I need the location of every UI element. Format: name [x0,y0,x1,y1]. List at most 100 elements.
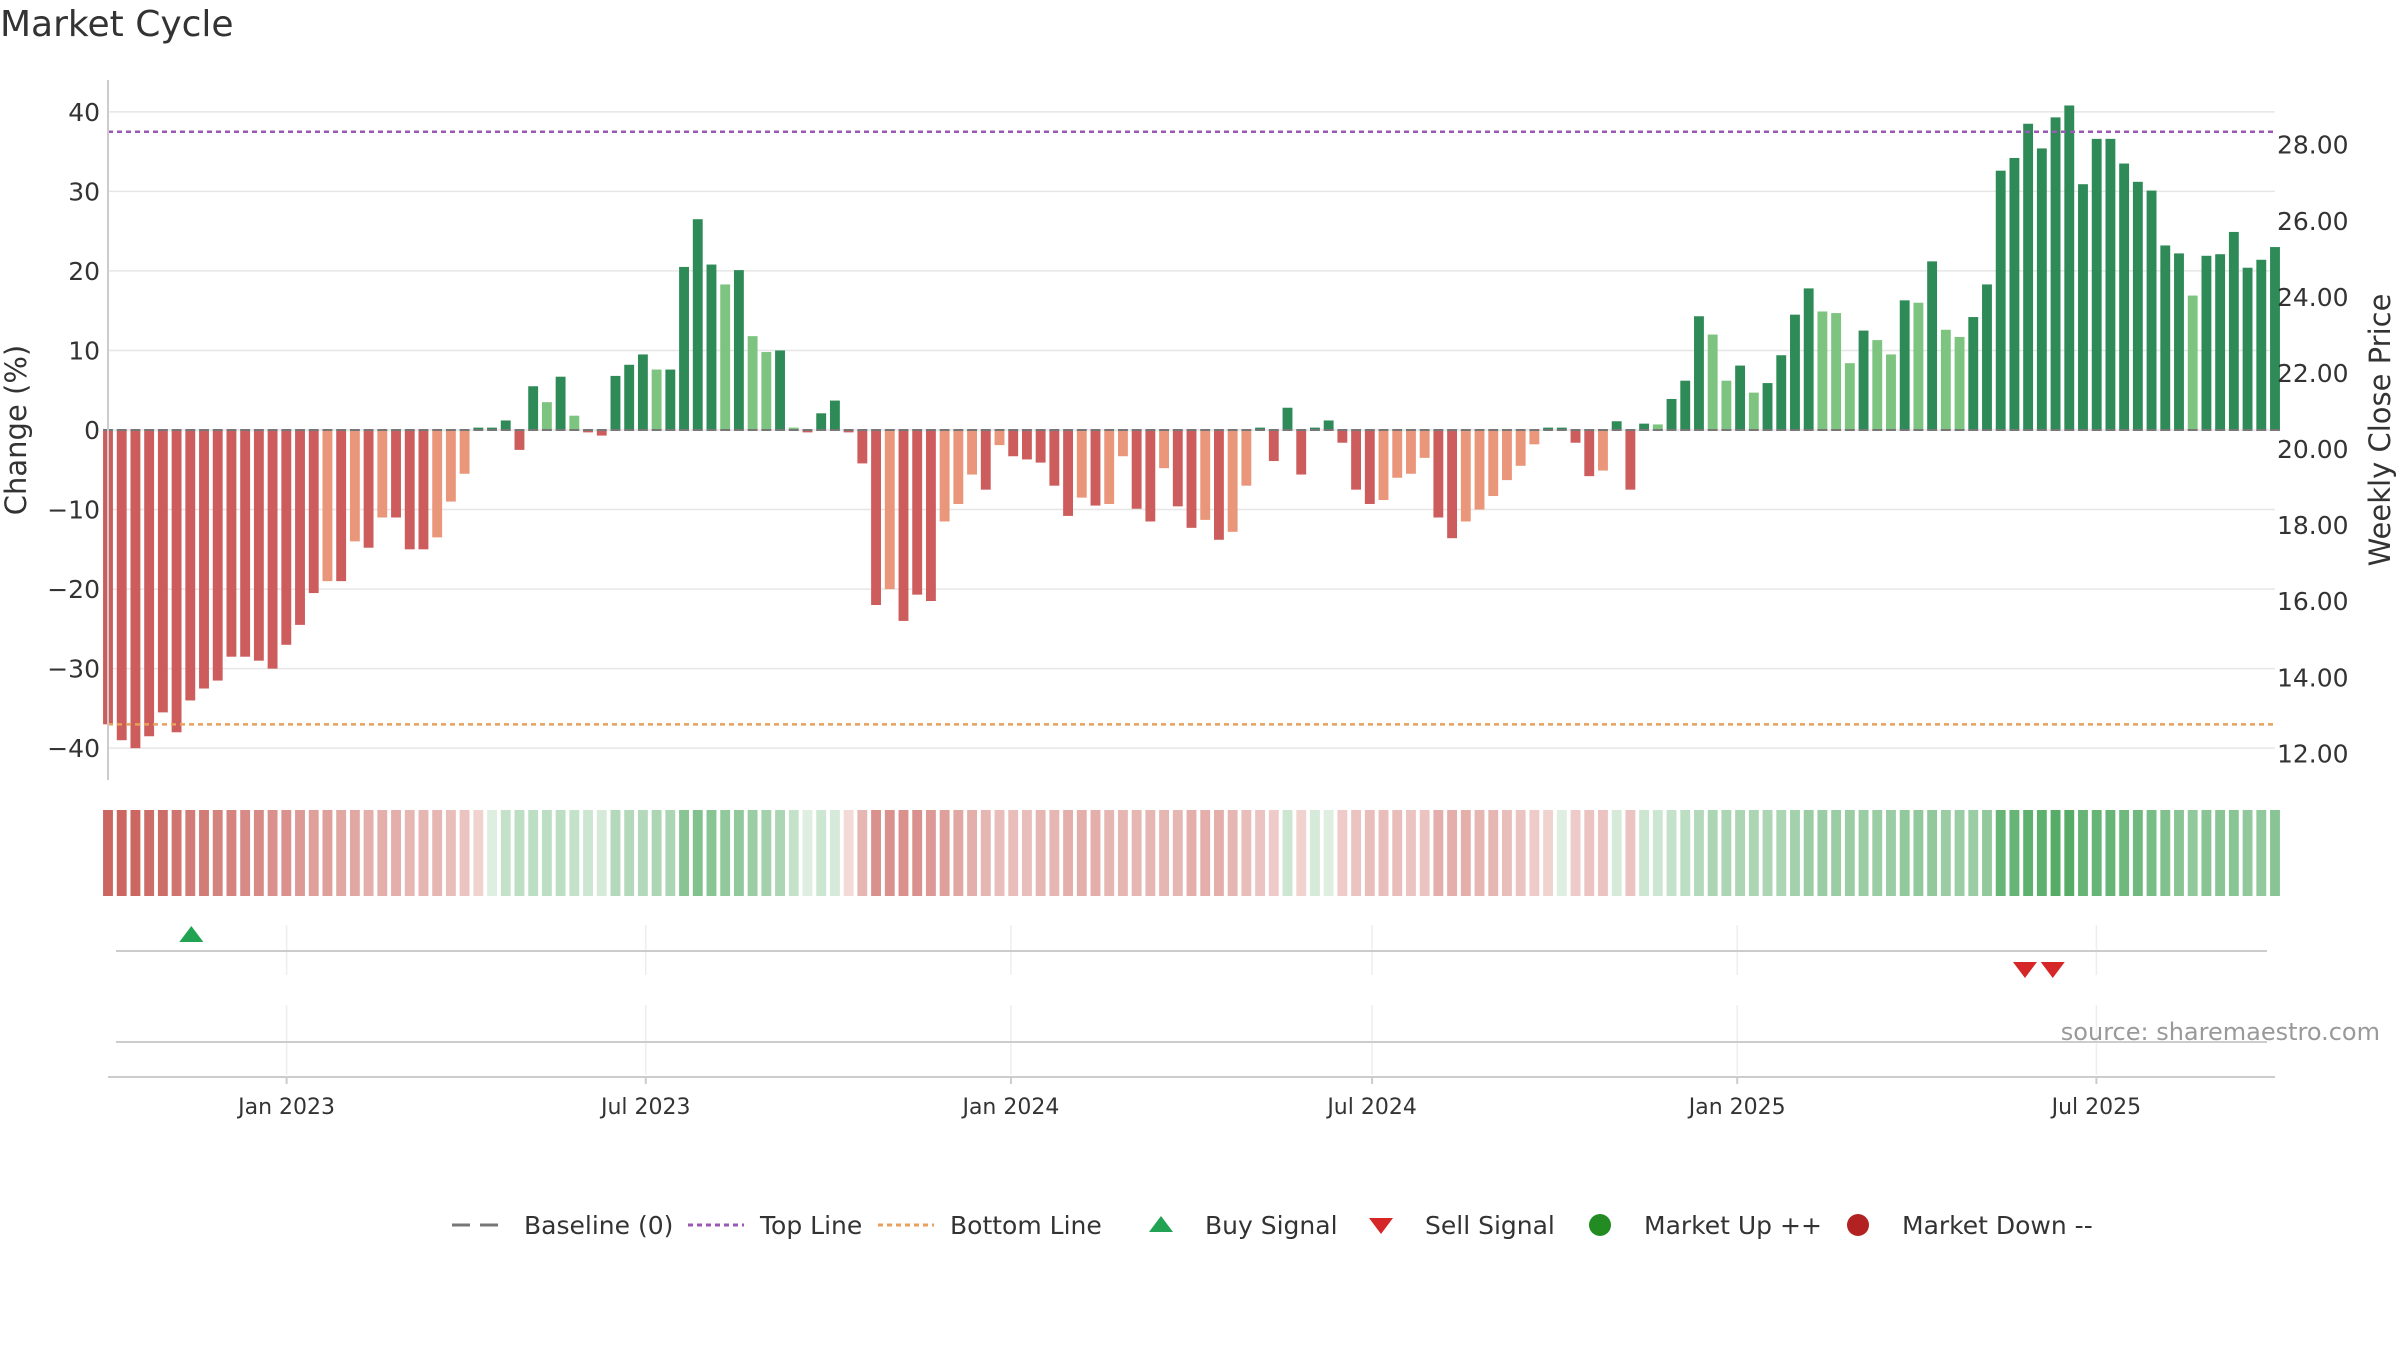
heat-cell [775,810,785,896]
legend-item-baseline: Baseline (0) [452,1211,673,1240]
chart-title: Market Cycle [0,4,234,45]
y-tick-left: −30 [47,655,100,684]
heat-cell [1392,810,1403,896]
heat-cell [349,810,360,896]
change-bar [1556,427,1567,430]
heat-cell [487,810,497,896]
heat-cell [391,810,401,896]
change-bar [2009,157,2020,431]
change-bar [1117,430,1128,457]
change-bar [884,430,895,590]
heat-cell [1227,810,1238,896]
legend-label: Baseline (0) [524,1211,673,1240]
heat-cell [1515,810,1526,896]
heat-cell [1296,810,1307,896]
axes: 40 30 20 10 0 −10 −20 −30 −40 28.00 26.00 24.00 22.0… [47,80,2349,780]
heat-cell [377,810,388,896]
change-bar [1268,430,1279,462]
x-tick-label: Jul 2023 [599,1095,691,1120]
y-tick-right: 26.00 [2277,207,2349,236]
change-bar [1337,430,1348,443]
heat-cell [816,810,827,896]
heat-cell [2201,810,2212,896]
heat-cell [1694,810,1704,896]
change-bar [2119,163,2130,431]
y-tick-left: 10 [68,336,100,365]
heat-cell [1076,810,1087,896]
change-bar [281,430,292,645]
heat-cell [144,810,155,896]
heat-cell [980,810,991,896]
change-bar [816,413,827,430]
heat-cell [1844,810,1855,896]
change-bar [157,430,168,713]
change-bar [322,430,333,582]
heat-cell [212,810,223,896]
change-bar [500,420,511,430]
y-tick-right: 18.00 [2277,511,2349,540]
change-bar [377,430,388,518]
reference-lines [108,130,2275,726]
change-bar [939,430,950,522]
legend-label: Bottom Line [950,1211,1102,1240]
heat-cell [130,810,141,896]
change-bar [336,430,347,582]
change-bar [253,430,264,661]
heat-cell [2050,810,2061,896]
change-bar [308,430,319,594]
change-bar [1131,430,1142,509]
heat-cell [1831,810,1842,896]
change-bar [391,430,401,518]
change-bar [1721,380,1732,430]
y-tick-right: 24.00 [2277,283,2349,312]
heat-cell [1172,810,1183,896]
y-tick-right: 12.00 [2277,739,2349,768]
heat-cell [459,810,470,896]
change-bar [1940,329,1951,430]
change-bar [1159,430,1170,469]
heat-cell [418,810,429,896]
heat-cell [1666,810,1677,896]
change-bar [2270,247,2280,430]
x-axis: Jan 2023 Jul 2023 Jan 2024 Jul 2024 Jan 2025… [108,1076,2275,1120]
heat-cell [1419,810,1430,896]
change-bar [1035,430,1046,463]
change-bar [1982,284,1992,430]
legend-swatch [1847,1214,1869,1236]
heat-cell [1625,810,1636,896]
heat-cell [1639,810,1650,896]
change-bar [1611,421,1622,430]
heat-cell [2091,810,2102,896]
heat-cell [1323,810,1334,896]
change-bar [747,336,758,430]
change-bar [569,415,580,430]
change-bar [418,430,429,550]
heat-cell [1035,810,1046,896]
heat-cell [829,810,840,896]
legend-item-down: Market Down -- [1847,1211,2093,1240]
heat-cell [1680,810,1691,896]
change-bar [1954,336,1965,430]
heat-cell [1008,810,1019,896]
heat-cell [514,810,525,896]
change-bar [1652,424,1663,430]
change-bar [1776,355,1787,430]
sell-signal-marker [2040,962,2065,978]
change-bar [1241,430,1252,486]
heat-cell [1351,810,1362,896]
change-bar [2187,295,2198,430]
heat-cell [445,810,456,896]
change-bar [432,430,443,538]
change-bar [1502,430,1512,481]
heat-cell [939,810,950,896]
heat-cell [2174,810,2184,896]
heat-cell [1556,810,1567,896]
change-bar [116,430,127,741]
change-bar [1762,383,1773,430]
change-bar [1639,423,1650,430]
heat-cell [1488,810,1499,896]
change-bar [1995,170,2006,430]
change-bar [1886,354,1896,430]
heat-cell [857,810,868,896]
